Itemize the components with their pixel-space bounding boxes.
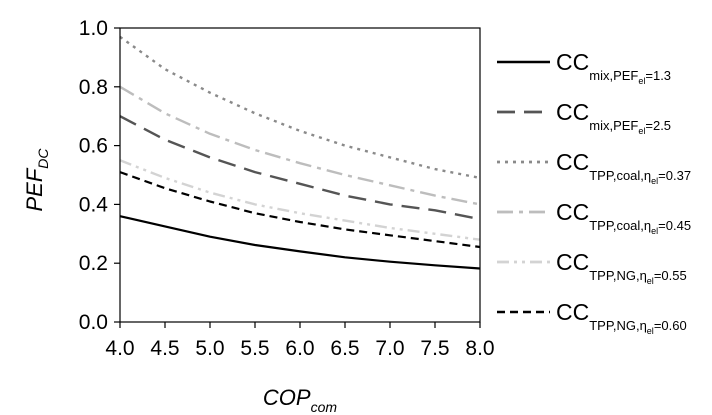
- y-tick-label: 0.0: [79, 311, 108, 334]
- y-tick-label: 0.2: [79, 252, 108, 275]
- x-tick-label: 4.5: [150, 337, 179, 360]
- x-tick-label: 7.5: [420, 337, 449, 360]
- legend-label-1: CCmix,PEFel=1.3: [556, 49, 671, 86]
- y-axis-label-main: PEF: [22, 167, 47, 211]
- x-axis-label-main: COP: [263, 385, 311, 410]
- legend: CCmix,PEFel=1.3 CCmix,PEFel=2.5 CCTPP,coal…: [497, 49, 691, 336]
- series-line-1: [119, 215, 481, 270]
- x-tick-label: 5.5: [240, 337, 269, 360]
- legend-label-6: CCTPP,NG,ηel=0.60: [556, 299, 687, 336]
- series-lines: [119, 35, 481, 270]
- x-axis-label-sub: com: [311, 399, 338, 415]
- legend-label-4: CCTPP,coal,ηel=0.45: [556, 199, 691, 236]
- axes: [114, 27, 481, 328]
- legend-label-5: CCTPP,NG,ηel=0.55: [556, 249, 687, 286]
- y-axis-label-sub: DC: [35, 148, 51, 169]
- x-tick-label: 6.5: [330, 337, 359, 360]
- series-line-3: [119, 35, 481, 180]
- series-line-2: [119, 115, 481, 221]
- x-tick-label: 6.0: [285, 337, 314, 360]
- x-tick-label: 4.0: [105, 337, 134, 360]
- y-tick-label: 0.6: [79, 135, 108, 158]
- legend-label-2: CCmix,PEFel=2.5: [556, 99, 671, 136]
- x-axis-label: COPcom: [263, 385, 337, 415]
- y-axis-label: PEFDC: [22, 148, 51, 212]
- series-line-6: [119, 171, 481, 249]
- series-line-4: [119, 85, 481, 206]
- x-tick-label: 8.0: [465, 337, 494, 360]
- tick-labels: 4.0 4.5 5.0 5.5 6.0 6.5 7.0 7.5 8.0 0.0 0.2 0.4 0.6 0…: [79, 17, 495, 360]
- y-tick-label: 0.4: [79, 193, 109, 216]
- y-tick-label: 1.0: [79, 17, 108, 40]
- plot-frame: [119, 27, 481, 323]
- y-tick-label: 0.8: [79, 76, 108, 99]
- legend-label-3: CCTPP,coal,ηel=0.37: [556, 149, 691, 186]
- x-tick-label: 5.0: [195, 337, 224, 360]
- x-tick-label: 7.0: [375, 337, 404, 360]
